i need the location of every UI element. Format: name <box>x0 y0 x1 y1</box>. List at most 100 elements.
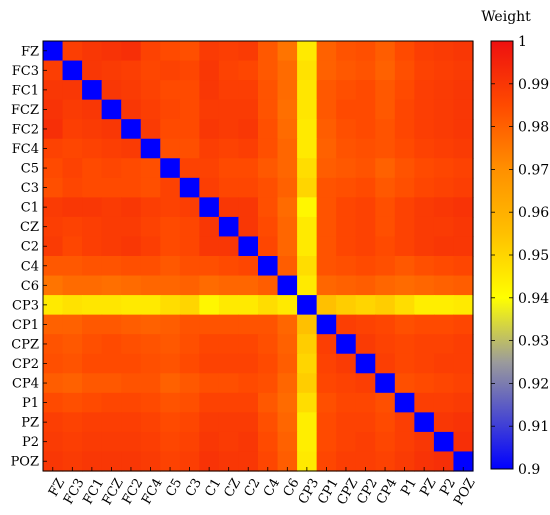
heatmap-cell-FC4-FC3 <box>62 138 83 159</box>
heatmap-cell-POZ-FCZ <box>101 451 122 472</box>
heatmap-cell-CP1-FC3 <box>62 314 83 335</box>
heatmap-cell-FC4-FC1 <box>82 138 103 159</box>
heatmap-cell-CP2-FCZ <box>101 353 122 374</box>
heatmap-cell-CP2-CZ <box>218 353 240 374</box>
heatmap-cell-FC3-C2 <box>238 60 259 81</box>
heatmap-cell-P2-FC1 <box>82 431 103 453</box>
heatmap-cell-C4-C4 <box>258 256 279 277</box>
heatmap-cell-P1-FC2 <box>121 392 142 413</box>
heatmap-cell-FC1-FZ <box>43 80 64 101</box>
heatmap-cell-CP4-C3 <box>179 373 200 394</box>
heatmap-cell-FC2-C1 <box>199 119 220 140</box>
heatmap-cell-FC2-C5 <box>160 119 181 140</box>
heatmap-cell-C1-FCZ <box>101 197 122 218</box>
heatmap-cell-FZ-CP3 <box>297 41 318 62</box>
heatmap-cell-CP4-FZ <box>43 373 64 394</box>
heatmap-cell-FC3-C5 <box>160 60 181 81</box>
heatmap-cell-FC1-FC1 <box>82 80 103 101</box>
heatmap-cell-PZ-P2 <box>433 412 455 433</box>
heatmap-cell-C1-FC1 <box>82 197 103 218</box>
heatmap-cell-P2-CP1 <box>316 431 337 453</box>
heatmap-cell-C4-C3 <box>179 256 200 277</box>
heatmap-cell-CP3-FZ <box>43 295 64 316</box>
heatmap-cell-FC2-CP2 <box>355 119 376 140</box>
heatmap-cell-CP4-C2 <box>238 373 259 394</box>
heatmap-cell-CP1-FC1 <box>82 314 103 335</box>
heatmap-cell-FZ-CP4 <box>375 41 396 62</box>
x-tick-label-CP4: CP4 <box>374 476 400 507</box>
heatmap-cell-FC2-FC2 <box>121 119 142 140</box>
heatmap-cell-CP1-CP1 <box>316 314 337 335</box>
y-tick-label-POZ: POZ <box>11 455 39 470</box>
heatmap-cell-C3-CPZ <box>336 177 357 198</box>
heatmap-cell-C2-P2 <box>433 236 455 257</box>
heatmap-cell-CP2-PZ <box>414 353 435 374</box>
heatmap-cell-C1-FC2 <box>121 197 142 218</box>
heatmap-cell-FZ-FZ <box>43 41 64 62</box>
heatmap-cell-C5-C4 <box>258 158 279 179</box>
heatmap-cell-C3-FC4 <box>140 177 161 198</box>
heatmap-cell-C1-C4 <box>258 197 279 218</box>
heatmap-cell-PZ-CPZ <box>336 412 357 433</box>
heatmap-cell-CP3-FC4 <box>140 295 161 316</box>
heatmap-cell-FCZ-FC1 <box>82 99 103 120</box>
heatmap-cell-C4-FC3 <box>62 256 83 277</box>
heatmap-cell-C4-C5 <box>160 256 181 277</box>
y-tick-label-CP3: CP3 <box>12 298 39 313</box>
heatmap-cell-CP2-C3 <box>179 353 200 374</box>
heatmap-cell-C3-P1 <box>394 177 415 198</box>
heatmap-cell-P2-CP2 <box>355 431 376 453</box>
heatmap-cell-CP4-CP1 <box>316 373 337 394</box>
heatmap-cell-FC2-CZ <box>218 119 240 140</box>
heatmap-cell-CZ-P2 <box>433 216 455 238</box>
heatmap-cell-CPZ-FC4 <box>140 334 161 355</box>
heatmap-cell-C5-CP1 <box>316 158 337 179</box>
heatmap-cell-CP2-C6 <box>277 353 298 374</box>
colorbar: Weight 0.90.910.920.930.940.950.960.970.… <box>481 9 549 478</box>
heatmap-cell-POZ-FC4 <box>140 451 161 472</box>
heatmap-cell-FC2-FZ <box>43 119 64 140</box>
heatmap-cell-CP4-CP4 <box>375 373 396 394</box>
y-axis-tick-labels: FZ FC3 FC1 FCZ FC2 FC4 C5 C3 C1 CZ C2 C4 C6 CP3 CP1 CPZ… <box>11 44 47 470</box>
heatmap-cell-POZ-C1 <box>199 451 220 472</box>
heatmap-cell-FC3-PZ <box>414 60 435 81</box>
heatmap-cell-CP2-C4 <box>258 353 279 374</box>
heatmap-cell-C5-C1 <box>199 158 220 179</box>
heatmap-cell-C3-P2 <box>433 177 455 198</box>
heatmap-cell-C1-FC4 <box>140 197 161 218</box>
heatmap-cell-FZ-CP1 <box>316 41 337 62</box>
heatmap-cell-CZ-FC2 <box>121 216 142 238</box>
heatmap-cell-CP3-C6 <box>277 295 298 316</box>
heatmap-cell-CP4-C5 <box>160 373 181 394</box>
heatmap-cell-FZ-C1 <box>199 41 220 62</box>
heatmap-cell-C6-FC3 <box>62 275 83 296</box>
heatmap-cell-C3-FC1 <box>82 177 103 198</box>
heatmap-cell-FC3-FC1 <box>82 60 103 81</box>
heatmap-cell-CZ-C1 <box>199 216 220 238</box>
heatmap-cell-POZ-P1 <box>394 451 415 472</box>
heatmap-cell-C5-CP4 <box>375 158 396 179</box>
heatmap-cell-C5-FC4 <box>140 158 161 179</box>
heatmap-cell-FCZ-C5 <box>160 99 181 120</box>
heatmap-cell-FC4-CP1 <box>316 138 337 159</box>
heatmap-cell-FCZ-CPZ <box>336 99 357 120</box>
heatmap-cell-P2-C4 <box>258 431 279 453</box>
heatmap-cell-PZ-C4 <box>258 412 279 433</box>
heatmap-cell-PZ-C2 <box>238 412 259 433</box>
x-tick-label-C2: C2 <box>241 476 263 499</box>
heatmap-cell-FCZ-FCZ <box>101 99 122 120</box>
heatmap-cell-PZ-FZ <box>43 412 64 433</box>
heatmap-cell-CP3-CP4 <box>375 295 396 316</box>
heatmap-cell-PZ-CP4 <box>375 412 396 433</box>
heatmap-cell-POZ-P2 <box>433 451 455 472</box>
heatmap-cell-PZ-PZ <box>414 412 435 433</box>
heatmap-cell-P2-FCZ <box>101 431 122 453</box>
heatmap-cell-C6-FC1 <box>82 275 103 296</box>
heatmap-cell-FC4-C1 <box>199 138 220 159</box>
heatmap-cell-CP1-C2 <box>238 314 259 335</box>
heatmap-cell-C6-C5 <box>160 275 181 296</box>
heatmap-cell-POZ-CP3 <box>297 451 318 472</box>
heatmap-cell-POZ-FC1 <box>82 451 103 472</box>
heatmap-cell-POZ-POZ <box>453 451 474 472</box>
heatmap-cell-POZ-C3 <box>179 451 200 472</box>
